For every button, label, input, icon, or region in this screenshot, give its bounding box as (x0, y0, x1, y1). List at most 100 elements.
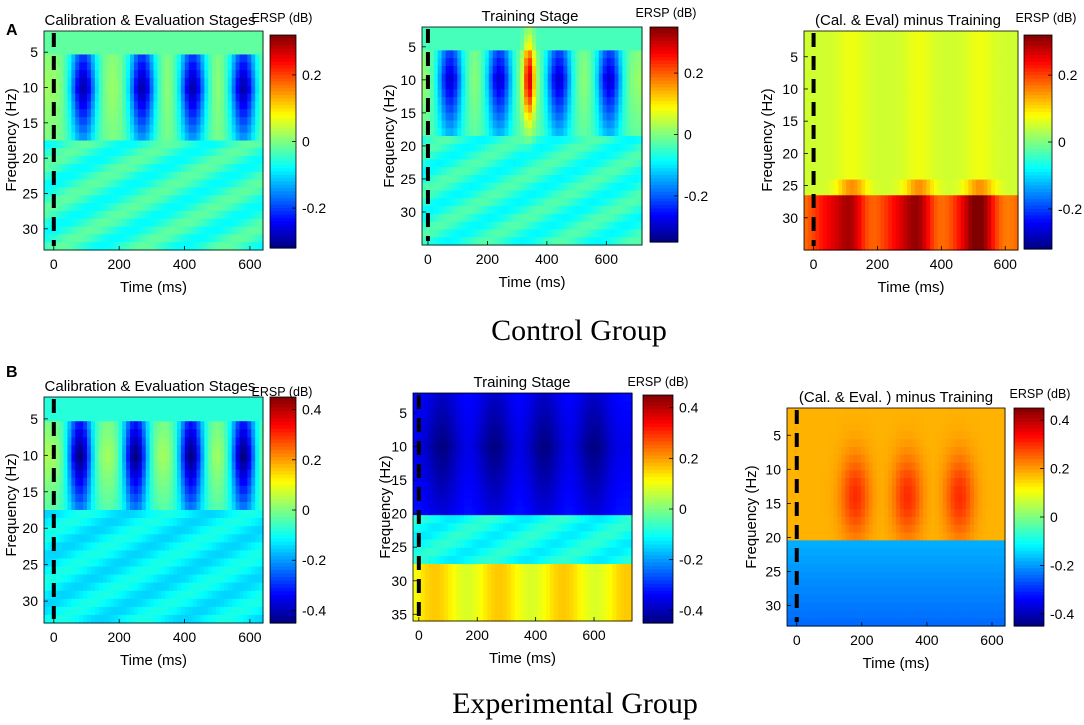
heatmap-cell (543, 229, 549, 238)
heatmap-cell (975, 210, 981, 220)
heatmap-cell (815, 124, 820, 134)
heatmap-cell (614, 159, 620, 168)
heatmap-cell (520, 159, 525, 168)
heatmap-cell (83, 234, 88, 243)
heatmap-cell (457, 136, 462, 145)
heatmap-cell (899, 226, 904, 235)
heatmap-cell (888, 171, 893, 181)
heatmap-cell (834, 156, 839, 165)
heatmap-cell (834, 38, 839, 48)
heatmap-cell (83, 117, 88, 126)
heatmap-cell (235, 101, 241, 110)
heatmap-cell (930, 242, 935, 251)
heatmap-cell (200, 132, 205, 142)
heatmap-cell (819, 62, 824, 71)
heatmap-cell (508, 229, 513, 238)
heatmap-cell (196, 226, 202, 235)
heatmap-cell (173, 163, 178, 173)
heatmap-cell (255, 93, 260, 102)
heatmap-cell (559, 73, 565, 83)
heatmap-cell (488, 97, 494, 106)
heatmap-cell (1014, 117, 1019, 126)
heatmap-cell (922, 109, 927, 118)
heatmap-cell (535, 128, 541, 137)
heatmap-cell (610, 221, 616, 231)
heatmap-cell (819, 203, 824, 212)
heatmap-cell (532, 159, 537, 168)
heatmap-cell (204, 163, 209, 173)
heatmap-cell (469, 42, 474, 51)
heatmap-cell (83, 148, 88, 157)
heatmap-cell (524, 42, 529, 51)
heatmap-cell (945, 77, 950, 87)
heatmap-cell (219, 171, 225, 181)
heatmap-cell (539, 73, 545, 83)
heatmap-cell (891, 38, 897, 48)
heatmap-cell (830, 109, 836, 118)
heatmap-cell (598, 58, 604, 67)
heatmap-cell (594, 120, 600, 129)
heatmap-cell (539, 89, 545, 98)
heatmap-cell (922, 77, 927, 87)
heatmap-cell (972, 70, 977, 79)
heatmap-cell (488, 167, 494, 176)
heatmap-cell (44, 179, 49, 189)
heatmap-cell (512, 143, 517, 153)
heatmap-cell (87, 117, 92, 126)
heatmap-cell (914, 70, 920, 79)
heatmap-cell (899, 156, 904, 165)
colorbar-step (1024, 95, 1052, 100)
heatmap-cell (849, 148, 855, 157)
heatmap-cell (804, 109, 809, 118)
heatmap-cell (838, 210, 843, 220)
heatmap-cell (618, 174, 623, 184)
heatmap-cell (223, 210, 229, 220)
heatmap-cell (149, 226, 155, 235)
heatmap-cell (949, 93, 954, 102)
heatmap-cell (535, 73, 541, 83)
heatmap-cell (865, 38, 870, 48)
y-axis-label: Frequency (Hz) (381, 84, 398, 187)
colorbar-step (650, 87, 678, 92)
heatmap-cell (968, 234, 973, 243)
heatmap-cell (500, 104, 506, 114)
heatmap-cell (433, 65, 439, 75)
heatmap-cell (188, 218, 194, 228)
heatmap-cell (975, 234, 981, 243)
heatmap-cell (1006, 31, 1011, 40)
heatmap-cell (865, 234, 870, 243)
heatmap-cell (145, 93, 151, 102)
heatmap-cell (106, 70, 112, 79)
heatmap-cell (911, 203, 916, 212)
heatmap-cell (188, 77, 194, 87)
heatmap-cell (94, 203, 100, 212)
heatmap-cell (903, 77, 908, 87)
heatmap-cell (102, 234, 108, 243)
heatmap-cell (547, 97, 553, 106)
heatmap-cell (849, 195, 855, 204)
heatmap-cell (815, 187, 820, 196)
heatmap-cell (895, 148, 901, 157)
heatmap-cell (184, 77, 190, 87)
heatmap-cell (895, 38, 901, 48)
heatmap-cell (204, 31, 209, 40)
heatmap-cell (133, 203, 139, 212)
heatmap-cell (884, 85, 889, 95)
colorbar-step (270, 244, 296, 249)
heatmap-cell (153, 234, 159, 243)
heatmap-cell (212, 54, 217, 63)
heatmap-cell (626, 50, 631, 59)
heatmap-cell (216, 163, 221, 173)
heatmap-cell (571, 27, 576, 36)
heatmap-cell (153, 226, 159, 235)
heatmap-cell (1014, 109, 1019, 118)
heatmap-cell (922, 117, 927, 126)
heatmap-cell (480, 73, 486, 83)
heatmap-cell (995, 187, 1000, 196)
heatmap-cell (102, 77, 108, 87)
heatmap-cell (918, 218, 924, 228)
heatmap-cell (231, 171, 237, 181)
heatmap-cell (804, 101, 809, 110)
heatmap-cell (235, 195, 241, 204)
heatmap-cell (849, 156, 855, 165)
